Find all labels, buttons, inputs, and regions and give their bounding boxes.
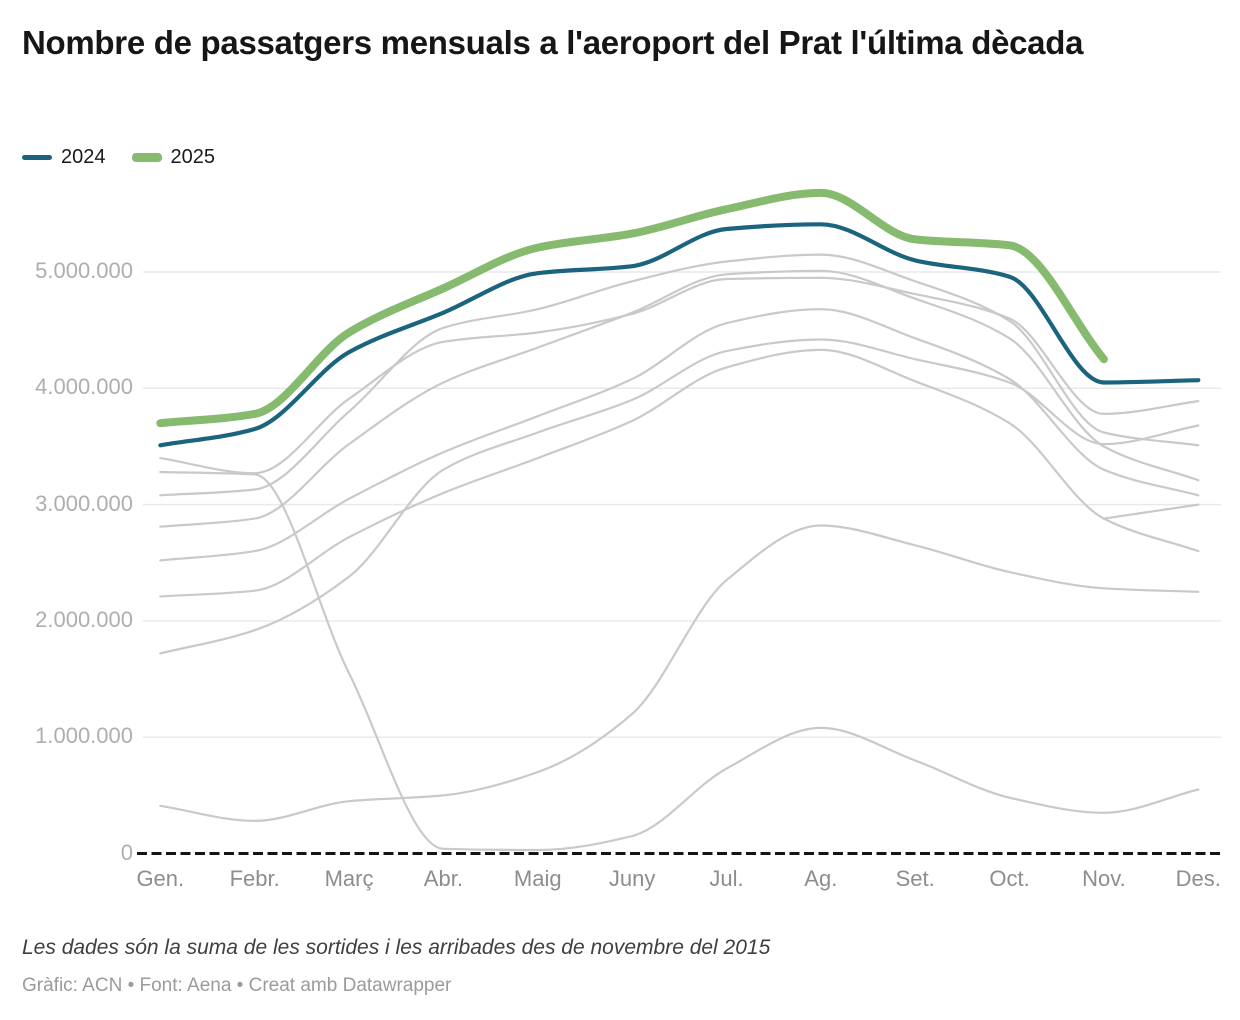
series-line-2023: [159, 276, 1200, 475]
x-axis-label-oct: Oct.: [989, 866, 1030, 891]
series-line-2021: [159, 524, 1200, 822]
series-line-2019: [159, 253, 1200, 497]
y-axis-label: 3.000.000: [35, 490, 133, 516]
x-axis-label-juny: Juny: [608, 866, 656, 891]
x-axis-label-set: Set.: [895, 866, 935, 891]
x-axis-label-febr: Febr.: [229, 866, 280, 891]
series-line-2018: [159, 269, 1200, 528]
x-axis-label-ag: Ag.: [804, 866, 838, 891]
series-line-2015: [1102, 503, 1200, 520]
legend-label-2025: 2025: [170, 146, 216, 168]
legend: 2024 2025: [22, 146, 215, 169]
y-axis-label: 4.000.000: [35, 374, 133, 400]
x-axis-label-nov: Nov.: [1082, 866, 1126, 891]
x-axis-label-abr: Abr.: [423, 866, 463, 891]
series-line-2016: [159, 348, 1200, 598]
x-axis-label-des: Des.: [1175, 866, 1221, 891]
page-title: Nombre de passatgers mensuals a l'aeropo…: [22, 24, 1084, 61]
x-axis-label-jul: Jul.: [709, 866, 744, 891]
x-axis-label-gen: Gen.: [136, 866, 185, 891]
legend-item-2025[interactable]: 2025: [131, 146, 216, 169]
x-axis-label-maig: Maig: [513, 866, 562, 891]
x-axis-label-març: Març: [324, 866, 374, 891]
series-line-2025[interactable]: [156, 188, 1108, 428]
y-axis-label: 0: [120, 839, 133, 865]
y-axis-label: 1.000.000: [35, 723, 133, 749]
legend-swatch-2025: [131, 153, 162, 162]
legend-item-2024[interactable]: 2024: [22, 146, 106, 169]
y-axis-label: 2.000.000: [35, 606, 133, 632]
legend-label-2024: 2024: [61, 146, 106, 168]
legend-swatch-2024: [22, 155, 52, 160]
footnote: Les dades són la suma de les sortides i …: [22, 936, 771, 959]
series-line-2024[interactable]: [158, 222, 1201, 448]
series-line-2020: [159, 470, 1200, 852]
y-axis-label: 5.000.000: [35, 258, 133, 283]
credit-line: Gràfic: ACN • Font: Aena • Creat amb Dat…: [22, 975, 452, 996]
series-line-2022: [159, 338, 1200, 655]
series-line-2017: [159, 308, 1200, 562]
